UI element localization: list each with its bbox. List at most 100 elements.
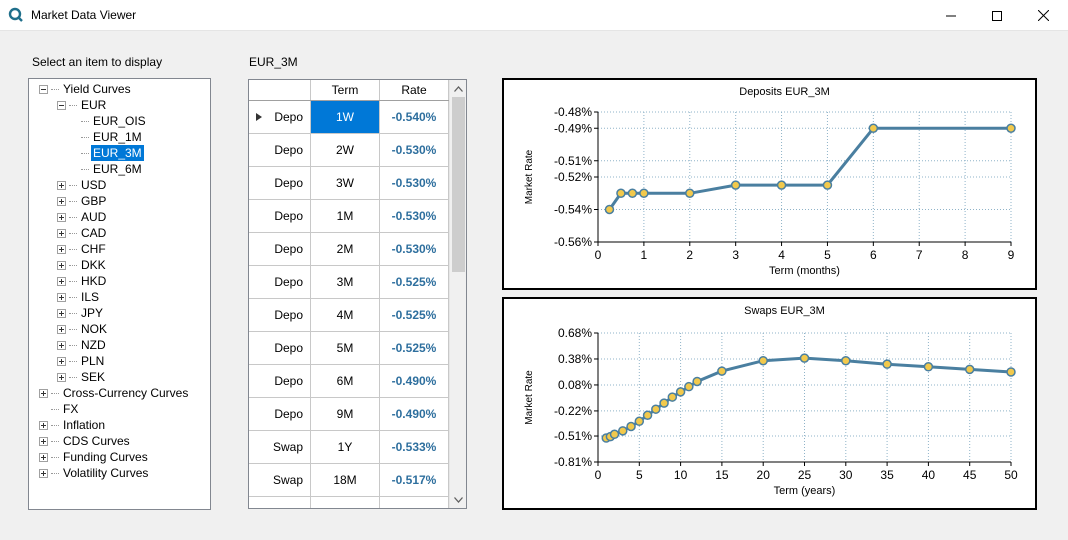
table-row[interactable]: Swap 1Y -0.533% (249, 431, 449, 464)
cell-instrument-type[interactable]: Depo (249, 332, 311, 364)
cell-instrument-type[interactable]: Swap (249, 431, 311, 463)
cell-instrument-type[interactable]: Depo (249, 134, 311, 166)
column-header-term[interactable]: Term (311, 80, 380, 100)
expand-icon[interactable] (57, 244, 66, 254)
cell-term[interactable]: 2M (311, 233, 380, 265)
column-header-type[interactable] (249, 80, 311, 100)
tree-item-pln[interactable]: PLN (57, 353, 106, 369)
cell-instrument-type[interactable]: Swap (249, 464, 311, 496)
table-row[interactable] (249, 497, 449, 508)
tree-item-fx[interactable]: FX (39, 401, 80, 417)
tree-item-cds-curves[interactable]: CDS Curves (39, 433, 132, 449)
tree-item-ils[interactable]: ILS (57, 289, 101, 305)
cell-term[interactable]: 1Y (311, 431, 380, 463)
table-row[interactable]: Depo 3M -0.525% (249, 266, 449, 299)
table-row[interactable]: Depo 1W -0.540% (249, 101, 449, 134)
cell-term[interactable]: 9M (311, 398, 380, 430)
cell-term[interactable]: 3W (311, 167, 380, 199)
table-row[interactable]: Depo 1M -0.530% (249, 200, 449, 233)
cell-instrument-type[interactable]: Depo (249, 266, 311, 298)
cell-rate[interactable]: -0.490% (380, 398, 449, 430)
table-row[interactable]: Depo 2W -0.530% (249, 134, 449, 167)
data-grid[interactable]: Term Rate Depo 1W -0.540% Depo 2W -0.530% Depo… (248, 79, 467, 509)
tree-item-dkk[interactable]: DKK (57, 257, 108, 273)
tree-item-chf[interactable]: CHF (57, 241, 108, 257)
collapse-icon[interactable] (57, 100, 66, 110)
collapse-icon[interactable] (39, 84, 48, 94)
expand-icon[interactable] (39, 468, 48, 478)
expand-icon[interactable] (57, 180, 66, 190)
cell-rate[interactable]: -0.530% (380, 233, 449, 265)
expand-icon[interactable] (57, 228, 66, 238)
tree-item-eur-ois[interactable]: EUR_OIS (77, 113, 148, 129)
expand-icon[interactable] (57, 260, 66, 270)
tree-item-yield-curves[interactable]: Yield Curves (39, 81, 133, 97)
table-row[interactable]: Swap 18M -0.517% (249, 464, 449, 497)
cell-instrument-type[interactable]: Depo (249, 101, 311, 133)
tree-view[interactable]: Yield Curves EUR EUR_OIS EUR_1M EUR_3M EUR_6M… (28, 78, 211, 510)
expand-icon[interactable] (39, 388, 48, 398)
cell-instrument-type[interactable]: Depo (249, 167, 311, 199)
tree-item-funding-curves[interactable]: Funding Curves (39, 449, 150, 465)
tree-item-gbp[interactable]: GBP (57, 193, 108, 209)
expand-icon[interactable] (39, 452, 48, 462)
cell-term[interactable]: 5M (311, 332, 380, 364)
tree-item-sek[interactable]: SEK (57, 369, 107, 385)
cell-term[interactable]: 2W (311, 134, 380, 166)
table-row[interactable]: Depo 5M -0.525% (249, 332, 449, 365)
cell-term[interactable]: 6M (311, 365, 380, 397)
tree-item-aud[interactable]: AUD (57, 209, 108, 225)
cell-instrument-type[interactable]: Depo (249, 200, 311, 232)
expand-icon[interactable] (57, 212, 66, 222)
tree-item-eur[interactable]: EUR (57, 97, 108, 113)
cell-term[interactable]: 4M (311, 299, 380, 331)
expand-icon[interactable] (57, 372, 66, 382)
cell-term[interactable]: 3M (311, 266, 380, 298)
table-row[interactable]: Depo 2M -0.530% (249, 233, 449, 266)
scroll-down-button[interactable] (450, 491, 466, 508)
expand-icon[interactable] (57, 356, 66, 366)
expand-icon[interactable] (57, 292, 66, 302)
cell-instrument-type[interactable] (249, 497, 311, 508)
cell-rate[interactable]: -0.490% (380, 365, 449, 397)
expand-icon[interactable] (57, 196, 66, 206)
tree-item-cad[interactable]: CAD (57, 225, 108, 241)
scroll-thumb[interactable] (452, 97, 465, 272)
tree-item-inflation[interactable]: Inflation (39, 417, 107, 433)
tree-item-volatility-curves[interactable]: Volatility Curves (39, 465, 150, 481)
expand-icon[interactable] (57, 340, 66, 350)
cell-rate[interactable]: -0.533% (380, 431, 449, 463)
table-row[interactable]: Depo 6M -0.490% (249, 365, 449, 398)
scroll-up-button[interactable] (450, 80, 466, 97)
tree-item-eur-1m[interactable]: EUR_1M (77, 129, 144, 145)
cell-rate[interactable]: -0.525% (380, 299, 449, 331)
expand-icon[interactable] (39, 436, 48, 446)
cell-instrument-type[interactable]: Depo (249, 299, 311, 331)
column-header-rate[interactable]: Rate (380, 80, 449, 100)
cell-rate[interactable]: -0.525% (380, 266, 449, 298)
tree-item-eur-6m[interactable]: EUR_6M (77, 161, 144, 177)
cell-rate[interactable]: -0.530% (380, 200, 449, 232)
cell-rate[interactable]: -0.530% (380, 134, 449, 166)
tree-item-nzd[interactable]: NZD (57, 337, 108, 353)
tree-item-usd[interactable]: USD (57, 177, 108, 193)
cell-rate[interactable]: -0.517% (380, 464, 449, 496)
minimize-button[interactable] (928, 0, 974, 31)
tree-item-jpy[interactable]: JPY (57, 305, 105, 321)
cell-term[interactable]: 18M (311, 464, 380, 496)
cell-rate[interactable] (380, 497, 449, 508)
table-row[interactable]: Depo 4M -0.525% (249, 299, 449, 332)
cell-rate[interactable]: -0.540% (380, 101, 449, 133)
close-button[interactable] (1020, 0, 1066, 31)
cell-term[interactable]: 1W (311, 101, 380, 133)
cell-instrument-type[interactable]: Depo (249, 398, 311, 430)
expand-icon[interactable] (57, 324, 66, 334)
cell-instrument-type[interactable]: Depo (249, 233, 311, 265)
tree-item-hkd[interactable]: HKD (57, 273, 108, 289)
cell-term[interactable] (311, 497, 380, 508)
tree-item-eur-3m[interactable]: EUR_3M (77, 145, 144, 161)
cell-rate[interactable]: -0.525% (380, 332, 449, 364)
tree-item-nok[interactable]: NOK (57, 321, 109, 337)
expand-icon[interactable] (57, 276, 66, 286)
cell-term[interactable]: 1M (311, 200, 380, 232)
